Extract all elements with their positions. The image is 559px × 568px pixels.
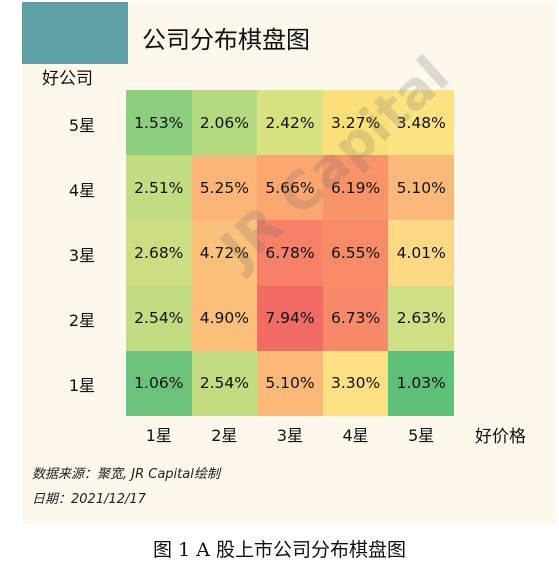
- heatmap-cell: 1.03%: [388, 350, 454, 416]
- source-note: 数据来源：聚宽, JR Capital绘制: [32, 467, 220, 482]
- y-tick-label: 4星: [68, 180, 96, 200]
- heatmap-cell: 1.06%: [126, 350, 192, 416]
- x-axis-label: 好价格: [475, 427, 526, 447]
- heatmap-cell: 3.48%: [388, 90, 454, 156]
- heatmap-cell: 2.06%: [191, 90, 258, 156]
- heatmap-cell: 6.73%: [322, 285, 389, 351]
- heatmap-cell: 2.63%: [388, 285, 454, 351]
- heatmap-cell: 2.51%: [126, 155, 192, 221]
- x-tick-label: 3星: [276, 426, 304, 445]
- y-tick-label: 3星: [68, 246, 96, 265]
- heatmap-cell: 6.19%: [322, 155, 389, 221]
- heatmap-cell: 2.54%: [191, 350, 258, 416]
- heatmap-cell: 4.72%: [191, 220, 258, 286]
- x-tick-label: 2星: [211, 426, 238, 445]
- x-tick-label: 5星: [408, 426, 435, 445]
- chart-title: 公司分布棋盘图: [142, 26, 310, 54]
- heatmap-cell: 6.78%: [257, 220, 323, 286]
- heatmap-cell: 2.54%: [126, 285, 192, 351]
- heatmap-cell: 3.27%: [322, 90, 389, 156]
- heatmap-cell: 4.01%: [388, 220, 454, 286]
- heatmap-cell: 6.55%: [322, 220, 389, 286]
- x-tick-label: 1星: [145, 426, 172, 445]
- heatmap-cell: 5.10%: [388, 155, 454, 221]
- figure-caption: 图 1 A 股上市公司分布棋盘图: [153, 539, 406, 561]
- heatmap-cell: 2.42%: [257, 90, 323, 156]
- y-tick-label: 2星: [68, 311, 96, 331]
- heatmap-grid: 1.53% 2.06% 2.42% 3.27% 3.48% 2.51% 5.25% 5.66%…: [126, 90, 454, 416]
- title-color-block: [22, 2, 128, 64]
- heatmap-cell: 5.66%: [257, 155, 323, 221]
- heatmap-cell: 5.25%: [191, 155, 258, 221]
- heatmap-cell: 7.94%: [257, 285, 323, 351]
- y-tick-label: 1星: [68, 376, 96, 396]
- heatmap-cell: 5.10%: [257, 350, 323, 416]
- heatmap-cell: 2.68%: [126, 220, 192, 286]
- heatmap-cell: 3.30%: [322, 350, 389, 416]
- heatmap-cell: 1.53%: [126, 90, 192, 156]
- x-tick-label: 4星: [342, 426, 369, 445]
- y-axis-label: 好公司: [42, 69, 93, 89]
- heatmap-cell: 4.90%: [191, 285, 258, 351]
- y-tick-label: 5星: [68, 115, 96, 135]
- date-note: 日期：2021/12/17: [32, 492, 146, 507]
